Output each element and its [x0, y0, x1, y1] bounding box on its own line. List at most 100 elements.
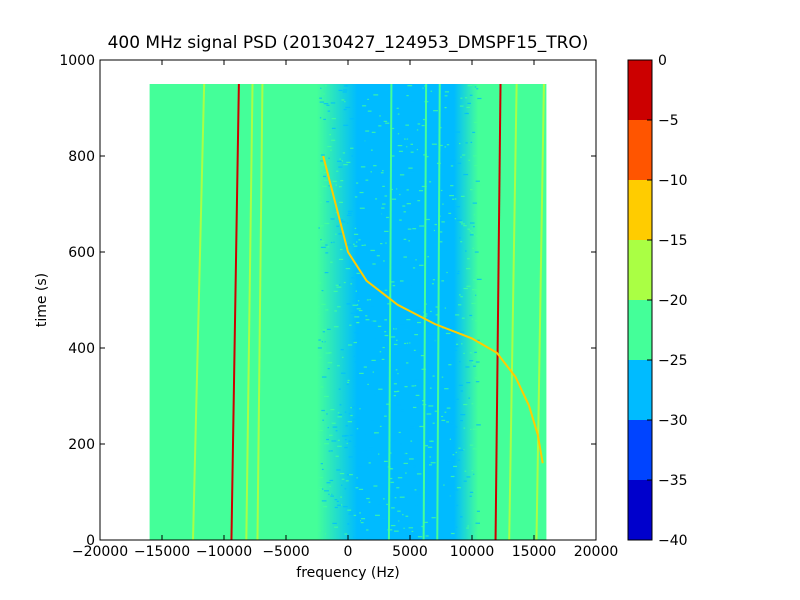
noise-speckle: [317, 313, 320, 316]
noise-speckle: [446, 144, 450, 146]
noise-speckle: [345, 106, 351, 109]
noise-speckle: [356, 321, 359, 324]
colorbar-tick-label: −15: [658, 233, 688, 249]
noise-speckle: [355, 331, 360, 334]
signal-line-5: [387, 83, 393, 540]
noise-speckle: [368, 446, 374, 448]
colorbar-segment: [628, 360, 652, 420]
noise-speckle: [339, 158, 341, 160]
noise-speckle: [431, 391, 433, 393]
x-tick-label: −10000: [196, 544, 252, 560]
noise-speckle: [374, 432, 379, 434]
noise-speckle: [350, 147, 354, 149]
noise-speckle: [323, 103, 329, 105]
noise-speckle: [330, 495, 334, 497]
noise-speckle: [444, 146, 447, 148]
noise-speckle: [425, 248, 430, 250]
noise-speckle: [399, 272, 404, 274]
noise-speckle: [384, 331, 387, 333]
noise-speckle: [349, 324, 352, 326]
noise-speckle: [452, 454, 455, 456]
noise-speckle: [467, 102, 471, 104]
noise-speckle: [435, 314, 439, 316]
noise-speckle: [375, 198, 378, 200]
noise-speckle: [349, 434, 353, 436]
noise-speckle: [470, 222, 475, 224]
noise-speckle: [371, 320, 377, 322]
noise-speckle: [449, 532, 452, 535]
noise-speckle: [405, 525, 409, 527]
noise-speckle: [474, 351, 477, 353]
noise-speckle: [431, 440, 433, 442]
noise-speckle: [419, 209, 423, 211]
noise-speckle: [367, 110, 372, 112]
noise-speckle: [356, 304, 359, 306]
noise-speckle: [332, 426, 338, 428]
noise-speckle: [351, 277, 355, 279]
noise-speckle: [330, 102, 336, 104]
noise-speckle: [391, 440, 395, 442]
noise-speckle: [446, 271, 448, 274]
noise-speckle: [429, 346, 434, 348]
noise-speckle: [370, 149, 373, 151]
noise-speckle: [362, 498, 365, 500]
noise-speckle: [408, 527, 414, 529]
noise-speckle: [382, 329, 385, 331]
noise-speckle: [389, 420, 393, 423]
noise-speckle: [378, 97, 381, 99]
noise-speckle: [357, 129, 360, 131]
noise-speckle: [376, 97, 379, 100]
noise-speckle: [333, 290, 338, 292]
noise-speckle: [378, 125, 382, 127]
noise-speckle: [359, 191, 364, 194]
noise-speckle: [421, 525, 424, 528]
noise-speckle: [339, 248, 343, 251]
noise-speckle: [423, 311, 429, 313]
noise-speckle: [394, 497, 397, 499]
noise-speckle: [450, 422, 454, 425]
noise-speckle: [469, 495, 472, 497]
noise-speckle: [375, 514, 380, 516]
noise-speckle: [338, 414, 342, 416]
noise-speckle: [394, 273, 396, 275]
noise-speckle: [327, 368, 330, 370]
noise-speckle: [319, 486, 323, 488]
noise-speckle: [390, 188, 393, 191]
noise-speckle: [454, 218, 457, 220]
noise-speckle: [364, 285, 368, 287]
noise-speckle: [396, 188, 398, 190]
noise-speckle: [319, 117, 322, 119]
noise-speckle: [446, 417, 451, 419]
noise-speckle: [399, 280, 404, 282]
noise-speckle: [402, 126, 407, 129]
noise-speckle: [405, 472, 407, 474]
noise-speckle: [384, 136, 388, 138]
noise-speckle: [463, 427, 466, 429]
noise-speckle: [317, 282, 322, 284]
colorbar: −40 −35 −30 −25 −20 −15 −10 −5 0: [627, 53, 688, 549]
noise-speckle: [456, 343, 459, 345]
noise-speckle: [357, 300, 360, 302]
noise-speckle: [399, 203, 405, 205]
noise-speckle: [323, 506, 328, 508]
signal-line-8: [494, 83, 502, 540]
colorbar-tick-label: −30: [658, 413, 688, 429]
noise-speckle: [459, 331, 465, 333]
noise-speckle: [406, 362, 409, 364]
noise-speckle: [403, 329, 409, 331]
noise-speckle: [432, 375, 435, 377]
noise-speckle: [363, 313, 366, 315]
noise-speckle: [387, 124, 391, 126]
noise-speckle: [317, 347, 322, 349]
noise-speckle: [325, 244, 328, 246]
noise-speckle: [398, 441, 401, 443]
noise-speckle: [463, 225, 467, 227]
noise-speckle: [406, 94, 409, 97]
noise-speckle: [426, 403, 428, 405]
noise-speckle: [469, 352, 473, 354]
noise-speckle: [444, 307, 447, 309]
noise-speckle: [408, 230, 411, 232]
noise-speckle: [412, 465, 416, 468]
noise-speckle: [337, 445, 342, 447]
noise-speckle: [335, 430, 338, 432]
